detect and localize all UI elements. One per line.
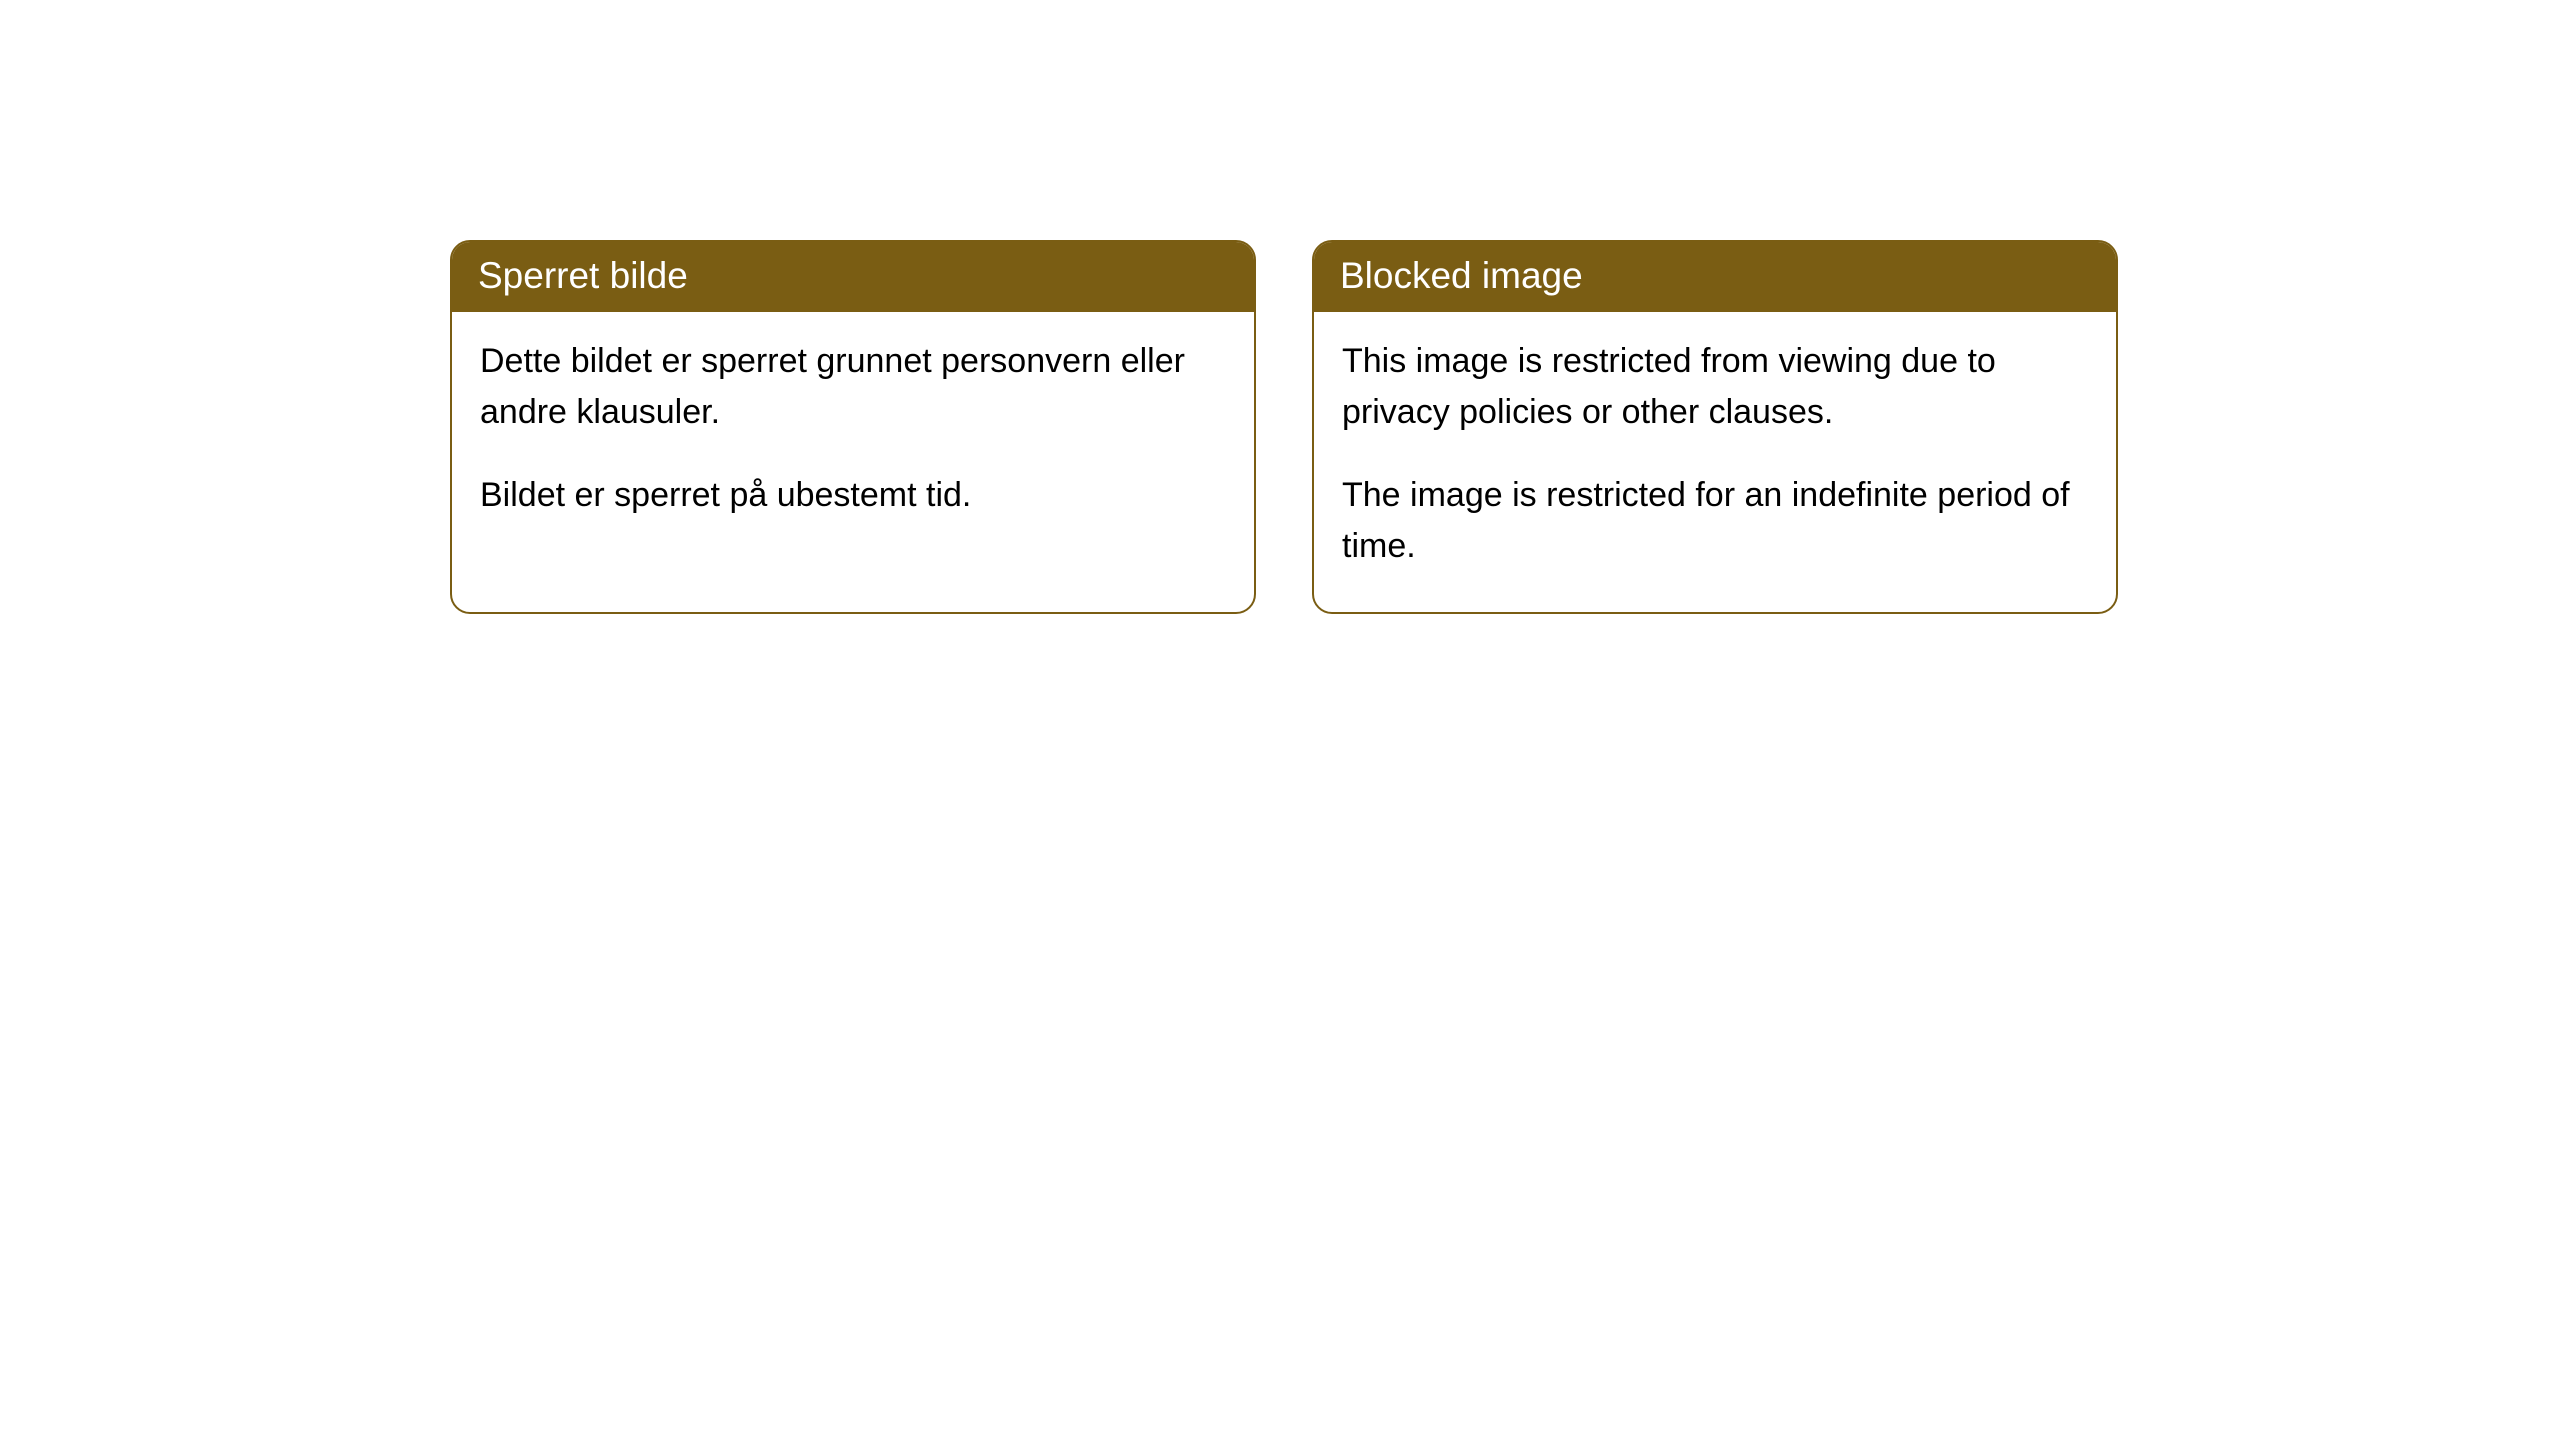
- notice-card-body: This image is restricted from viewing du…: [1314, 312, 2116, 612]
- notice-paragraph: Bildet er sperret på ubestemt tid.: [480, 470, 1226, 521]
- notice-card-english: Blocked image This image is restricted f…: [1312, 240, 2118, 614]
- notice-card-norwegian: Sperret bilde Dette bildet er sperret gr…: [450, 240, 1256, 614]
- notice-paragraph: The image is restricted for an indefinit…: [1342, 470, 2088, 572]
- notice-cards-container: Sperret bilde Dette bildet er sperret gr…: [450, 240, 2118, 614]
- notice-paragraph: Dette bildet er sperret grunnet personve…: [480, 336, 1226, 438]
- notice-card-header: Blocked image: [1314, 242, 2116, 312]
- notice-card-header: Sperret bilde: [452, 242, 1254, 312]
- notice-paragraph: This image is restricted from viewing du…: [1342, 336, 2088, 438]
- notice-card-body: Dette bildet er sperret grunnet personve…: [452, 312, 1254, 561]
